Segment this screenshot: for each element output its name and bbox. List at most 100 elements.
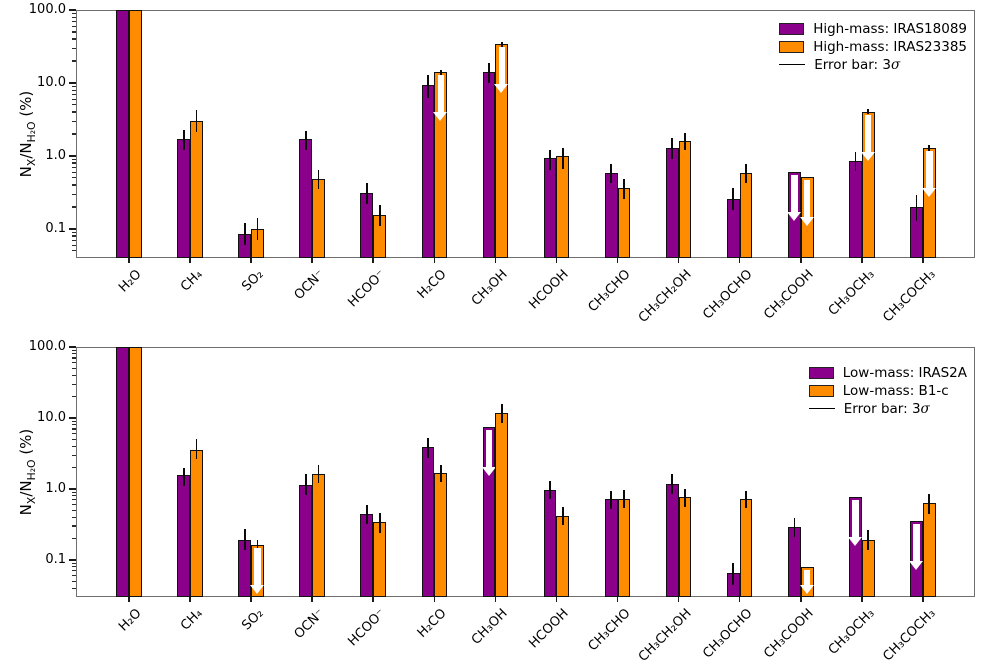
legend-label: Error bar: 3σ — [814, 56, 901, 73]
error-bar — [304, 474, 307, 496]
bar — [617, 499, 631, 597]
x-tick — [861, 258, 863, 263]
error-bar — [867, 109, 870, 115]
upper-limit-arrow-head — [909, 561, 923, 571]
y-minor-tick — [72, 383, 76, 385]
y-minor-tick — [72, 438, 76, 440]
plot-frame — [76, 10, 975, 258]
y-major-tick — [69, 82, 76, 84]
y-minor-tick — [72, 445, 76, 447]
y-minor-tick — [72, 424, 76, 426]
y-minor-tick — [72, 20, 76, 22]
upper-limit-arrow-head — [799, 216, 814, 226]
upper-limit-arrow-head — [433, 112, 448, 122]
y-minor-tick — [72, 171, 76, 173]
y-major-tick — [69, 346, 76, 348]
error-bar — [366, 183, 368, 204]
upper-limit-arrow — [847, 500, 863, 547]
upper-limit-arrow — [909, 524, 924, 571]
error-bar — [549, 480, 551, 500]
error-bar — [549, 150, 551, 170]
y-minor-tick — [72, 433, 76, 435]
legend: High-mass: IRAS18089 High-mass: IRAS23385… — [779, 20, 967, 73]
upper-limit-arrow-shaft — [852, 500, 859, 538]
bar — [617, 188, 631, 258]
x-tick — [616, 597, 619, 602]
upper-limit-arrow-head — [860, 152, 875, 162]
error-bar — [610, 490, 612, 510]
y-minor-tick — [72, 235, 76, 237]
upper-limit-arrow — [481, 429, 497, 476]
bar — [312, 179, 325, 258]
error-bar — [195, 110, 198, 133]
y-minor-tick — [72, 12, 76, 14]
error-bar — [854, 151, 857, 172]
legend-item: Low-mass: B1-c — [808, 382, 967, 399]
y-minor-tick — [72, 420, 76, 422]
y-minor-tick — [72, 133, 76, 135]
y-minor-tick — [72, 525, 76, 527]
error-bar — [256, 540, 259, 550]
y-major-tick — [69, 488, 76, 490]
error-bar — [182, 467, 185, 486]
y-major-tick — [69, 228, 76, 230]
bar — [543, 158, 557, 258]
upper-limit-arrow — [433, 75, 448, 122]
y-axis-label-part: /N — [17, 142, 35, 159]
bar — [299, 139, 313, 258]
error-bar — [243, 529, 246, 550]
upper-limit-arrow-shaft — [254, 548, 261, 585]
y-minor-tick — [72, 566, 76, 568]
legend-label: High-mass: IRAS18089 — [813, 20, 967, 37]
y-minor-tick — [72, 85, 76, 87]
error-bar — [623, 489, 625, 508]
y-axis-label-part: N — [17, 166, 35, 178]
x-tick — [250, 258, 252, 263]
error-bar — [427, 74, 429, 98]
y-tick-label: 100.0 — [28, 339, 66, 354]
x-tick — [311, 597, 313, 602]
error-bar — [745, 490, 747, 509]
upper-limit-arrow-shaft — [437, 75, 444, 113]
x-tick — [738, 597, 741, 602]
bar — [190, 449, 203, 597]
upper-limit-arrow-head — [799, 584, 814, 594]
legend-label: Low-mass: IRAS2A — [842, 364, 967, 381]
upper-limit-arrow-head — [250, 584, 265, 594]
error-bar — [500, 41, 503, 47]
x-tick — [799, 258, 802, 263]
y-major-tick — [69, 155, 76, 157]
bar — [177, 475, 191, 597]
y-minor-tick — [72, 516, 76, 518]
y-tick-label: 0.1 — [45, 551, 66, 567]
upper-limit-arrow — [921, 151, 937, 198]
error-bar — [366, 504, 368, 525]
bar — [434, 473, 448, 597]
bar — [739, 499, 753, 597]
error-bar — [304, 130, 307, 151]
x-tick — [250, 597, 252, 602]
y-minor-tick — [72, 38, 76, 40]
bar — [678, 141, 692, 258]
legend-swatch — [808, 384, 834, 397]
error-bar — [684, 488, 686, 507]
error-bar — [439, 69, 442, 76]
x-tick — [372, 597, 375, 602]
error-bar — [610, 163, 612, 184]
error-bar — [732, 563, 735, 585]
x-tick-label: H₂O — [116, 606, 145, 635]
error-bar — [684, 133, 686, 151]
legend-swatch — [779, 22, 805, 35]
y-minor-tick — [72, 580, 76, 582]
error-bar — [915, 195, 918, 221]
y-minor-tick — [72, 367, 76, 369]
upper-limit-arrow-shaft — [926, 151, 933, 189]
y-minor-tick — [72, 396, 76, 398]
error-bar — [928, 493, 931, 514]
error-bar — [378, 512, 381, 533]
y-minor-tick — [72, 495, 76, 497]
upper-limit-arrow-head — [481, 466, 496, 476]
error-bar — [500, 404, 503, 424]
legend-label: Low-mass: B1-c — [842, 382, 949, 399]
y-minor-tick — [72, 570, 76, 572]
